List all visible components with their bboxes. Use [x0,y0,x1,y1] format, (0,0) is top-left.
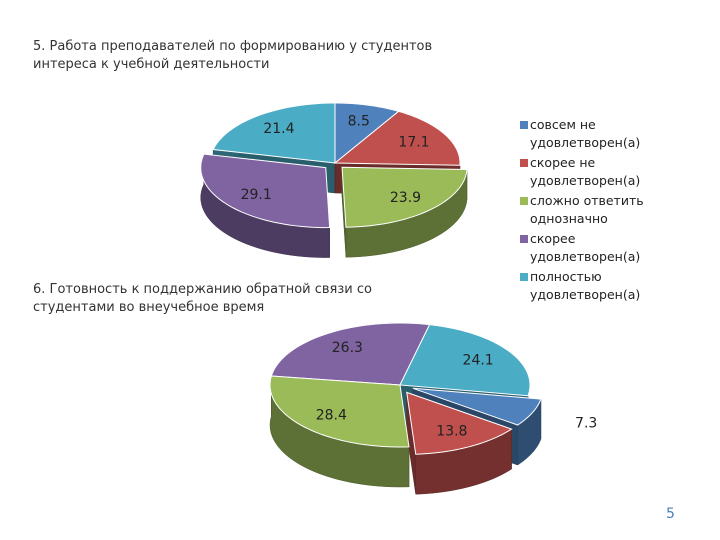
pie-slice [399,324,531,397]
legend-item: полностью удовлетворен(а) [520,268,650,304]
value-label: 29.1 [241,187,272,203]
legend-swatch [520,121,528,129]
pie-slice [406,391,513,455]
pie-slice [412,387,542,426]
value-label: 21.4 [263,121,294,137]
value-label: 7.3 [575,416,597,432]
pie-slice [212,102,336,164]
legend-label: скорее удовлетворен(а) [530,231,641,264]
chart-title: 5. Работа преподавателей по формированию… [33,39,433,72]
legend-swatch [520,159,528,167]
legend-swatch [520,197,528,205]
legend-item: сложно ответить однозначно [520,192,650,228]
page-number: 5 [666,506,675,522]
legend-label: сложно ответить однозначно [530,193,644,226]
legend-item: скорее удовлетворен(а) [520,230,650,266]
legend-swatch [520,273,528,281]
value-label: 23.9 [390,190,421,206]
pie-slice [333,110,461,166]
pie-labels: 26.3 24.1 7.3 28.4 13.8 [316,340,598,439]
pie-tops [269,322,542,455]
value-label: 24.1 [463,352,494,368]
legend-label: совсем не удовлетворен(а) [530,117,641,150]
legend-item: совсем не удовлетворен(а) [520,116,650,152]
legend-item: скорее не удовлетворен(а) [520,154,650,190]
pie-slice [200,153,331,229]
value-label: 17.1 [398,134,429,150]
legend-label: скорее не удовлетворен(а) [530,155,641,188]
pie-slice [269,375,410,448]
value-label: 28.4 [316,407,347,423]
pie-slice [334,102,400,165]
pie-tops [200,102,468,229]
pie-labels: 8.5 21.4 17.1 29.1 23.9 [241,113,430,206]
legend-label: полностью удовлетворен(а) [530,269,641,302]
value-label: 13.8 [436,423,467,439]
chart-title: 6. Готовность к поддержанию обратной свя… [33,282,372,315]
value-label: 8.5 [348,113,370,129]
legend-swatch [520,235,528,243]
pie-slice [270,322,431,386]
value-label: 26.3 [332,340,363,356]
pie-slice [341,166,468,228]
legend: совсем не удовлетворен(а) скорее не удовл… [520,116,650,306]
